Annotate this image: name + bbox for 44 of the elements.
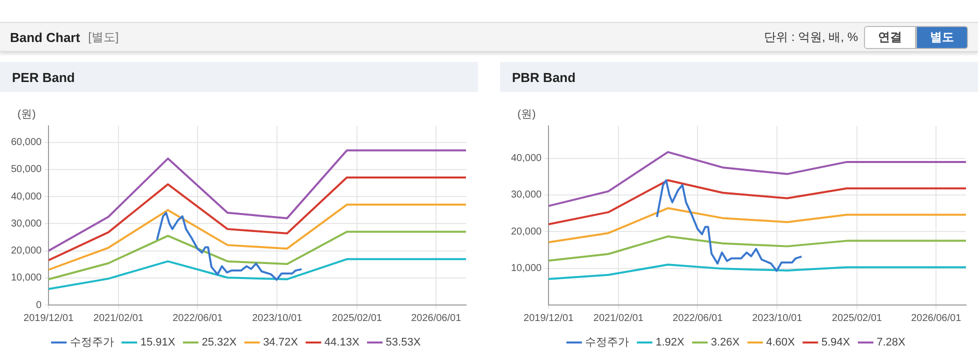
y-axis-title: (원) bbox=[17, 108, 36, 121]
x-tick-label: 2025/02/01 bbox=[332, 312, 382, 324]
y-tick-label: 20,000 bbox=[10, 246, 42, 257]
x-tick-label: 2019/12/01 bbox=[524, 312, 574, 324]
x-tick-label: 2022/06/01 bbox=[672, 312, 724, 324]
text: 연결 bbox=[864, 26, 916, 48]
y-tick-label: 60,000 bbox=[10, 137, 42, 148]
x-tick-label: 2022/06/01 bbox=[172, 312, 224, 324]
x-tick-label: 2025/02/01 bbox=[832, 312, 882, 324]
text: Band Chart bbox=[10, 30, 80, 44]
y-axis-title: (원) bbox=[517, 108, 536, 121]
text: 별도 bbox=[916, 26, 968, 48]
legend-label: 25.32X bbox=[202, 336, 238, 349]
x-tick-label: 2023/10/01 bbox=[752, 312, 803, 324]
legend-label: 53.53X bbox=[386, 336, 422, 349]
legend-label: 수정주가 bbox=[585, 336, 630, 349]
x-tick-label: 2026/06/01 bbox=[911, 312, 962, 324]
legend-label: 수정주가 bbox=[70, 336, 114, 349]
legend-label: 4.60X bbox=[766, 336, 796, 349]
legend-label: 44.13X bbox=[324, 336, 360, 349]
x-tick-label: 2019/12/01 bbox=[24, 312, 74, 324]
legend-label: 15.91X bbox=[140, 336, 176, 349]
legend-label: 3.26X bbox=[710, 336, 740, 349]
x-tick-label: 2021/02/01 bbox=[593, 312, 644, 324]
legend-label: 34.72X bbox=[263, 336, 299, 349]
text: [별도] bbox=[88, 28, 119, 46]
y-tick-label: 0 bbox=[36, 300, 42, 311]
chart-title: PBR Band bbox=[500, 62, 978, 92]
x-tick-label: 2023/10/01 bbox=[252, 312, 303, 324]
y-tick-label: 10,000 bbox=[510, 263, 542, 274]
x-tick-label: 2021/02/01 bbox=[93, 312, 144, 324]
y-tick-label: 40,000 bbox=[510, 153, 542, 164]
y-tick-label: 30,000 bbox=[10, 218, 42, 230]
legend-label: 7.28X bbox=[876, 336, 906, 349]
y-tick-label: 40,000 bbox=[10, 191, 42, 202]
y-tick-label: 20,000 bbox=[510, 226, 542, 238]
y-tick-label: 10,000 bbox=[10, 272, 42, 284]
y-tick-label: 50,000 bbox=[10, 164, 42, 176]
legend-label: 5.94X bbox=[821, 336, 851, 349]
y-tick-label: 30,000 bbox=[510, 190, 542, 201]
text: 단위 : 억원, 배, % bbox=[764, 28, 858, 46]
x-tick-label: 2026/06/01 bbox=[411, 312, 462, 324]
legend-label: 1.92X bbox=[656, 336, 686, 349]
chart-title: PER Band bbox=[0, 62, 478, 92]
